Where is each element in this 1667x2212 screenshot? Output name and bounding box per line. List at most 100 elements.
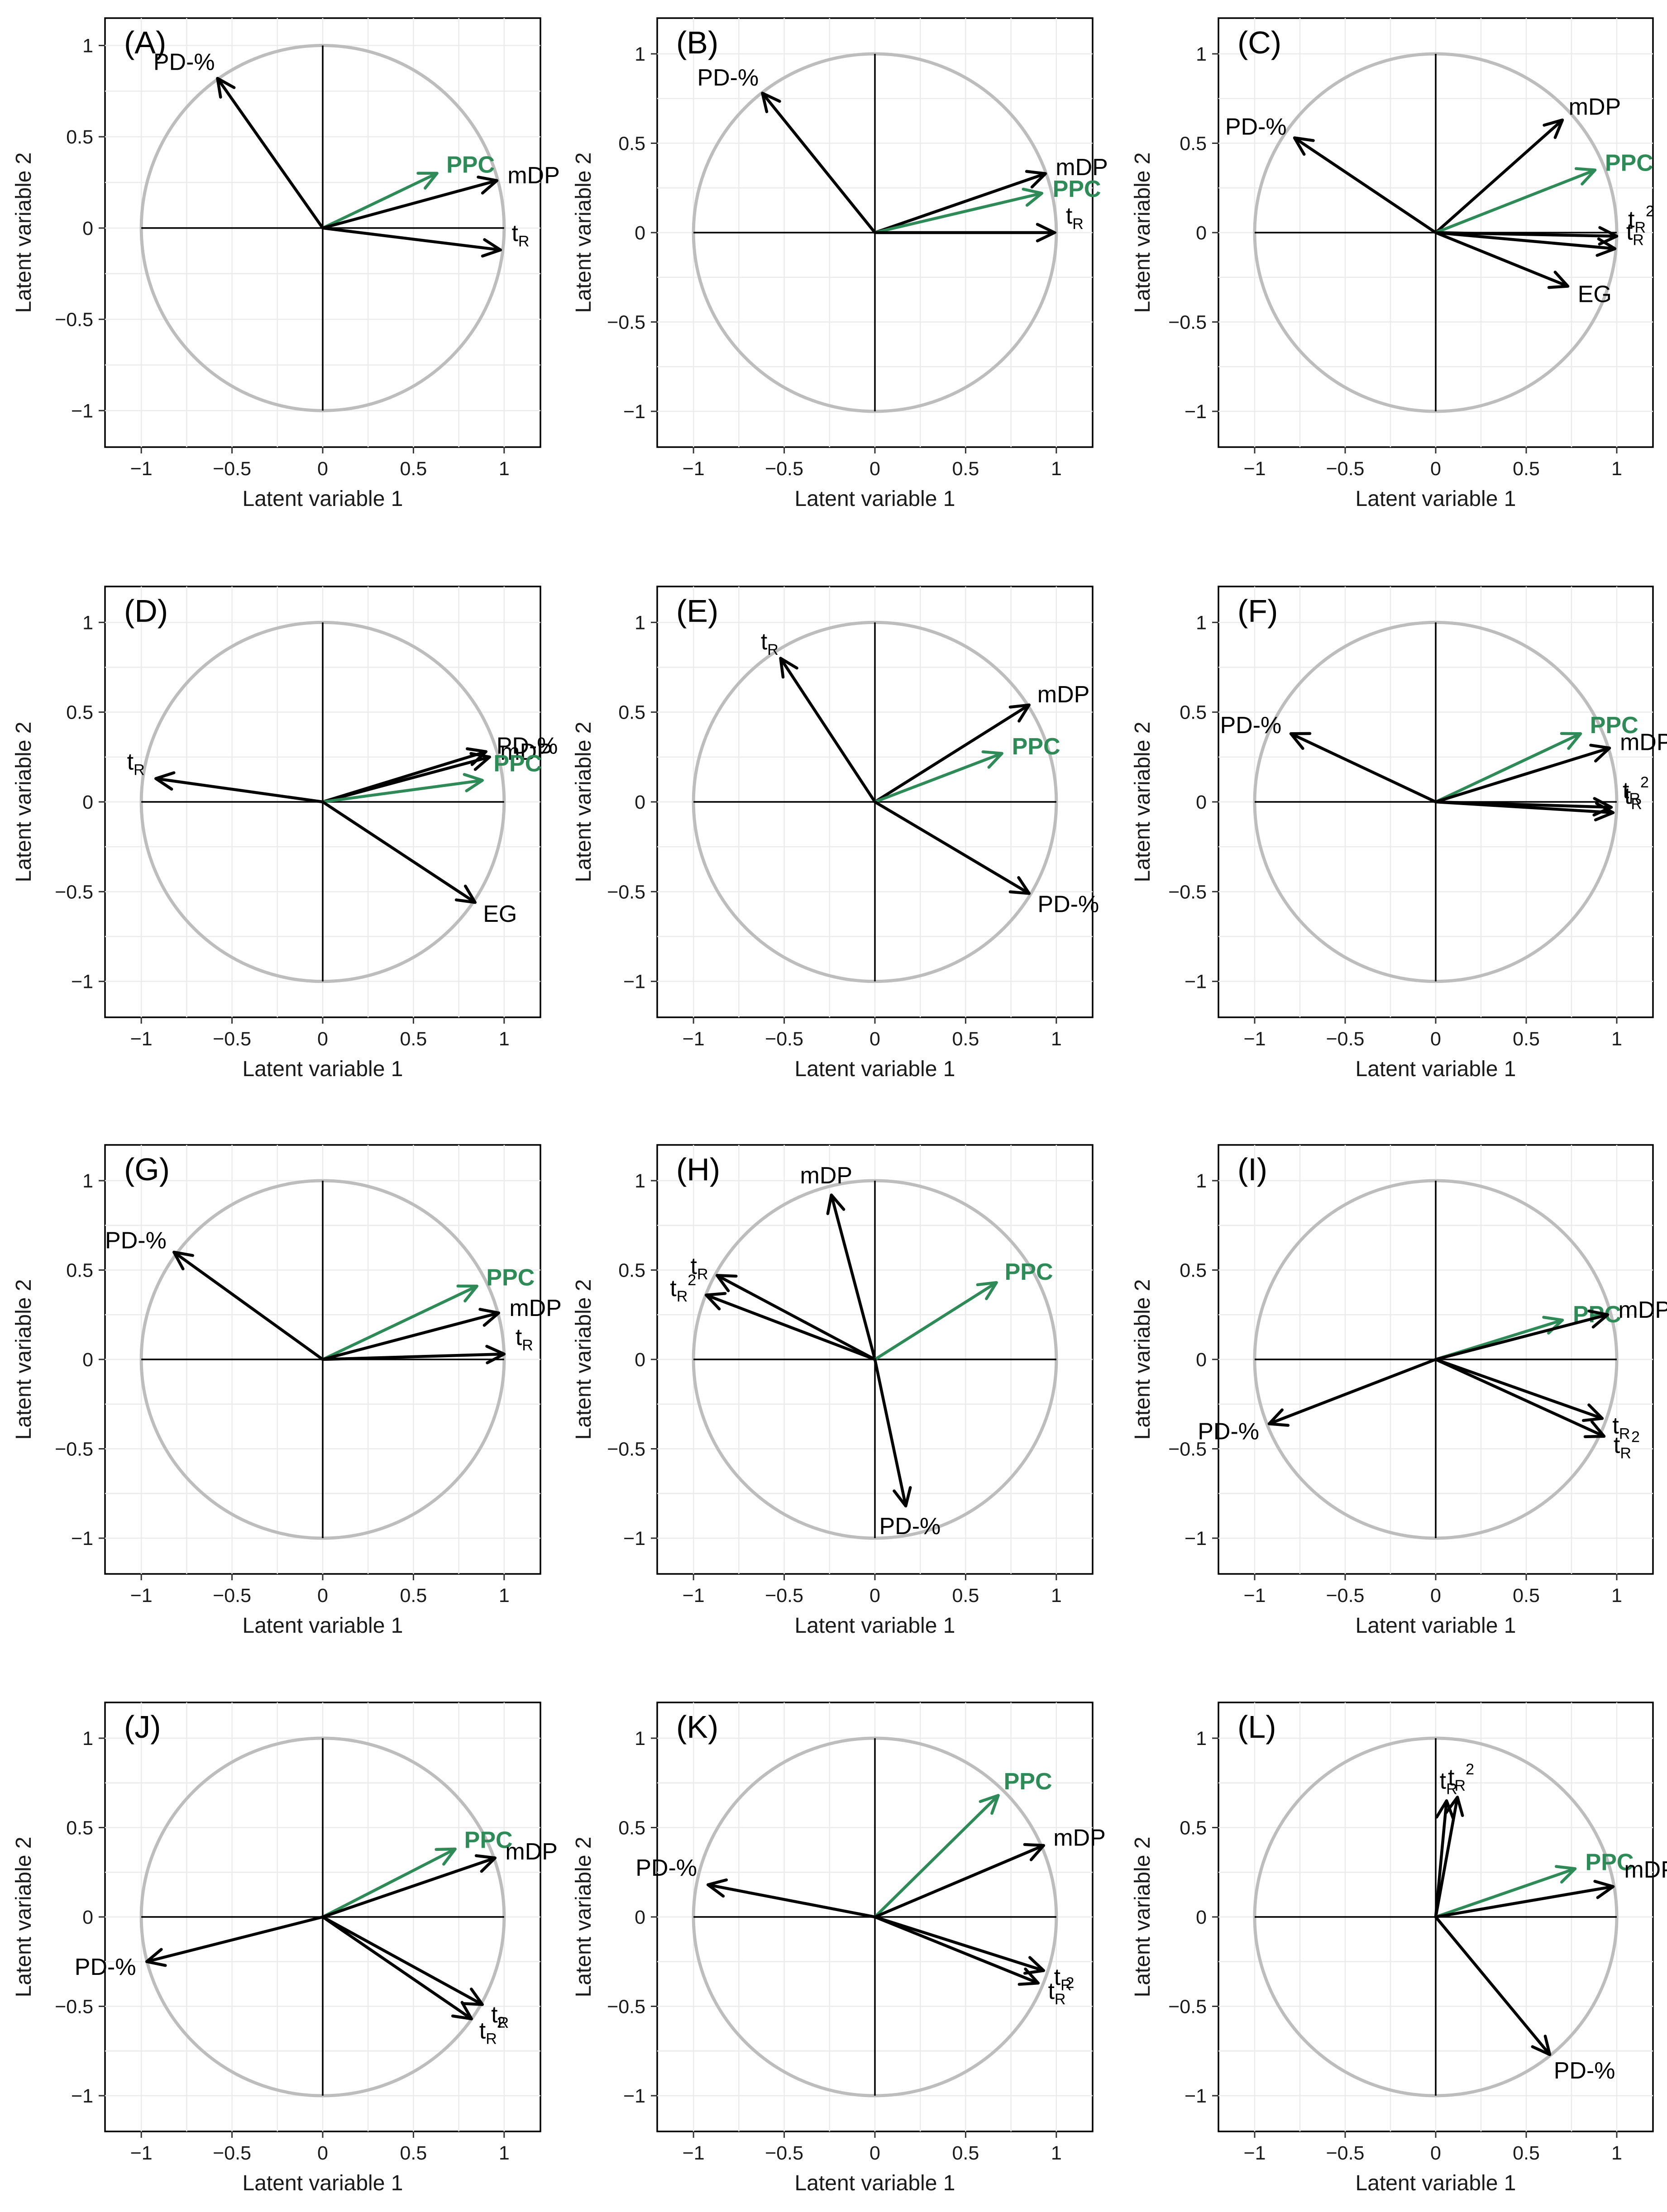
panel-b: −1 −1 −0.5 −0.5 0 0 0.5 0.5 1 1 Latent variable 1 L… xyxy=(572,17,1108,511)
vector-label-mdp: mDP xyxy=(1569,94,1621,120)
y-tick-label: −0.5 xyxy=(55,1996,93,2018)
panel-d: −1 −1 −0.5 −0.5 0 0 0.5 0.5 1 1 Latent variable 1 L… xyxy=(12,586,558,1081)
panel-label: (E) xyxy=(676,593,718,629)
vector-label-pd: PD-% xyxy=(497,733,558,759)
vector-label-pd: PD-% xyxy=(1225,114,1287,140)
x-tick-label: 0.5 xyxy=(952,1585,979,1607)
panel-label: (G) xyxy=(124,1152,170,1187)
panel-k: −1 −1 −0.5 −0.5 0 0 0.5 0.5 1 1 Latent variable 1 L… xyxy=(572,1702,1106,2195)
x-tick-label: −0.5 xyxy=(765,1028,803,1050)
y-tick-label: −1 xyxy=(1185,1528,1207,1549)
vector-label-pd: PD-% xyxy=(1198,1418,1259,1444)
vector-label-pd: PD-% xyxy=(105,1228,167,1254)
y-tick-label: 0 xyxy=(82,791,93,813)
vector-arrow-tr xyxy=(321,1915,484,2006)
panel-label: (A) xyxy=(124,25,166,60)
vector-arrow-ppc xyxy=(321,1847,457,1919)
y-axis-title: Latent variable 2 xyxy=(1131,1837,1155,1997)
x-axis-title: Latent variable 1 xyxy=(795,1057,955,1081)
y-tick-label: 0.5 xyxy=(66,1817,93,1839)
vector-arrow-ppc xyxy=(1434,732,1582,804)
panel-g: −1 −1 −0.5 −0.5 0 0 0.5 0.5 1 1 Latent variable 1 L… xyxy=(12,1144,562,1638)
vector-label-mdp: mDP xyxy=(505,1839,558,1865)
y-axis-title: Latent variable 2 xyxy=(12,1279,36,1440)
x-tick-label: −1 xyxy=(1243,1028,1266,1050)
panel-h: −1 −1 −0.5 −0.5 0 0 0.5 0.5 1 1 Latent variable 1 L… xyxy=(572,1144,1094,1638)
y-tick-label: 1 xyxy=(635,1170,645,1192)
vector-arrow-pd xyxy=(706,1878,877,1919)
x-tick-label: −0.5 xyxy=(765,458,803,480)
vector-label-ppc: PPC xyxy=(493,750,542,777)
panel-label: (L) xyxy=(1237,1709,1276,1745)
x-tick-label: 0.5 xyxy=(1513,1028,1540,1050)
vector-label-eg: EG xyxy=(483,901,517,927)
x-tick-label: 1 xyxy=(1051,458,1062,480)
panel-label: (F) xyxy=(1237,593,1278,629)
y-tick-label: −0.5 xyxy=(55,1439,93,1460)
panel-i: −1 −1 −0.5 −0.5 0 0 0.5 0.5 1 1 Latent variable 1 L… xyxy=(1131,1144,1667,1638)
vector-label-ppc: PPC xyxy=(446,152,495,178)
vector-arrow-mdp xyxy=(321,176,499,230)
y-axis-title: Latent variable 2 xyxy=(572,722,596,882)
x-tick-label: −0.5 xyxy=(765,1585,803,1607)
y-tick-label: −0.5 xyxy=(1168,1439,1207,1460)
y-tick-label: 0 xyxy=(635,222,645,244)
vector-arrow-ppc xyxy=(873,1794,1000,1919)
y-tick-label: 1 xyxy=(1196,1170,1207,1192)
vector-arrow-mdp xyxy=(321,1854,497,1919)
x-tick-label: −1 xyxy=(683,1028,705,1050)
vector-arrow-eg xyxy=(1434,231,1570,289)
vector-label-mdp: mDP xyxy=(509,1295,562,1321)
x-tick-label: 0.5 xyxy=(952,1028,979,1050)
x-tick-label: 0 xyxy=(1430,1585,1441,1607)
x-tick-label: 1 xyxy=(1051,2142,1062,2164)
x-tick-label: 1 xyxy=(1611,458,1622,480)
y-tick-label: 0 xyxy=(82,1349,93,1371)
y-tick-label: 0.5 xyxy=(1180,702,1207,724)
y-tick-label: 0.5 xyxy=(1180,1260,1207,1282)
vector-label-pd: PD-% xyxy=(635,1855,697,1881)
x-tick-label: 0 xyxy=(317,2142,328,2164)
panel-label: (J) xyxy=(124,1709,161,1745)
vector-arrow-mdp xyxy=(321,1308,501,1361)
vector-label-ppc: PPC xyxy=(1005,1259,1053,1285)
y-axis-title: Latent variable 2 xyxy=(12,722,36,882)
y-tick-label: −1 xyxy=(1185,971,1207,993)
vector-arrow-ppc xyxy=(873,750,1003,804)
y-tick-label: 0 xyxy=(1196,222,1207,244)
vector-arrow-mdp xyxy=(873,170,1047,234)
y-tick-label: 1 xyxy=(1196,43,1207,65)
panel-l: −1 −1 −0.5 −0.5 0 0 0.5 0.5 1 1 Latent variable 1 L… xyxy=(1131,1702,1667,2195)
x-tick-label: 1 xyxy=(1611,1028,1622,1050)
y-tick-label: −0.5 xyxy=(607,1439,645,1460)
x-tick-label: 0.5 xyxy=(952,458,979,480)
y-tick-label: 0 xyxy=(635,791,645,813)
vector-arrow-trsq xyxy=(1434,1358,1606,1439)
vector-arrow-pd xyxy=(172,1250,325,1361)
x-tick-label: −0.5 xyxy=(1326,458,1365,480)
x-tick-label: −0.5 xyxy=(213,2142,251,2164)
x-tick-label: 0 xyxy=(869,1585,880,1607)
vector-arrow-mdp xyxy=(1434,118,1564,234)
vector-label-ppc: PPC xyxy=(464,1827,513,1853)
vector-arrow-ppc xyxy=(321,1284,478,1361)
vector-arrow-ppc xyxy=(321,172,439,230)
vector-arrow-tr xyxy=(779,657,877,804)
vector-arrow-mdp xyxy=(1434,1309,1610,1361)
y-tick-label: −1 xyxy=(623,2085,645,2107)
y-tick-label: −0.5 xyxy=(55,309,93,331)
vector-arrow-trsq xyxy=(321,1915,473,2021)
y-tick-label: 0.5 xyxy=(66,702,93,724)
x-tick-label: −1 xyxy=(130,1028,153,1050)
y-tick-label: 1 xyxy=(635,612,645,634)
vector-label-mdp: mDP xyxy=(1053,1825,1106,1851)
y-tick-label: 1 xyxy=(635,1728,645,1750)
vector-label-ppc: PPC xyxy=(1605,150,1653,176)
vector-label-ppc: PPC xyxy=(1586,1850,1634,1876)
y-tick-label: −1 xyxy=(623,971,645,993)
vector-label-ppc: PPC xyxy=(486,1265,535,1291)
vector-label-ppc: PPC xyxy=(1004,1769,1052,1795)
vector-label-mdp: mDP xyxy=(507,162,560,189)
y-axis-title: Latent variable 2 xyxy=(572,1279,596,1440)
